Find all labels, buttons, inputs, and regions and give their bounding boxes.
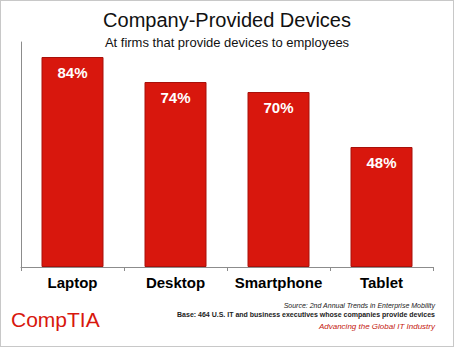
svg-text:Smartphone: Smartphone [235,274,323,291]
svg-text:Base: 464 U.S. IT and business: Base: 464 U.S. IT and business executive… [177,311,435,319]
svg-text:Source: 2nd Annual Trends in E: Source: 2nd Annual Trends in Enterprise … [284,302,436,310]
svg-text:At firms that provide devices: At firms that provide devices to employe… [105,35,350,50]
svg-text:Tablet: Tablet [360,274,403,291]
svg-text:70%: 70% [263,99,293,116]
svg-text:48%: 48% [366,154,396,171]
svg-text:74%: 74% [160,89,190,106]
svg-text:Desktop: Desktop [146,274,205,291]
svg-text:Company-Provided Devices: Company-Provided Devices [103,9,351,31]
svg-text:Advancing the Global IT Indust: Advancing the Global IT Industry [318,322,436,331]
svg-text:84%: 84% [57,64,87,81]
svg-text:Laptop: Laptop [48,274,98,291]
svg-text:CompTIA: CompTIA [11,308,100,331]
